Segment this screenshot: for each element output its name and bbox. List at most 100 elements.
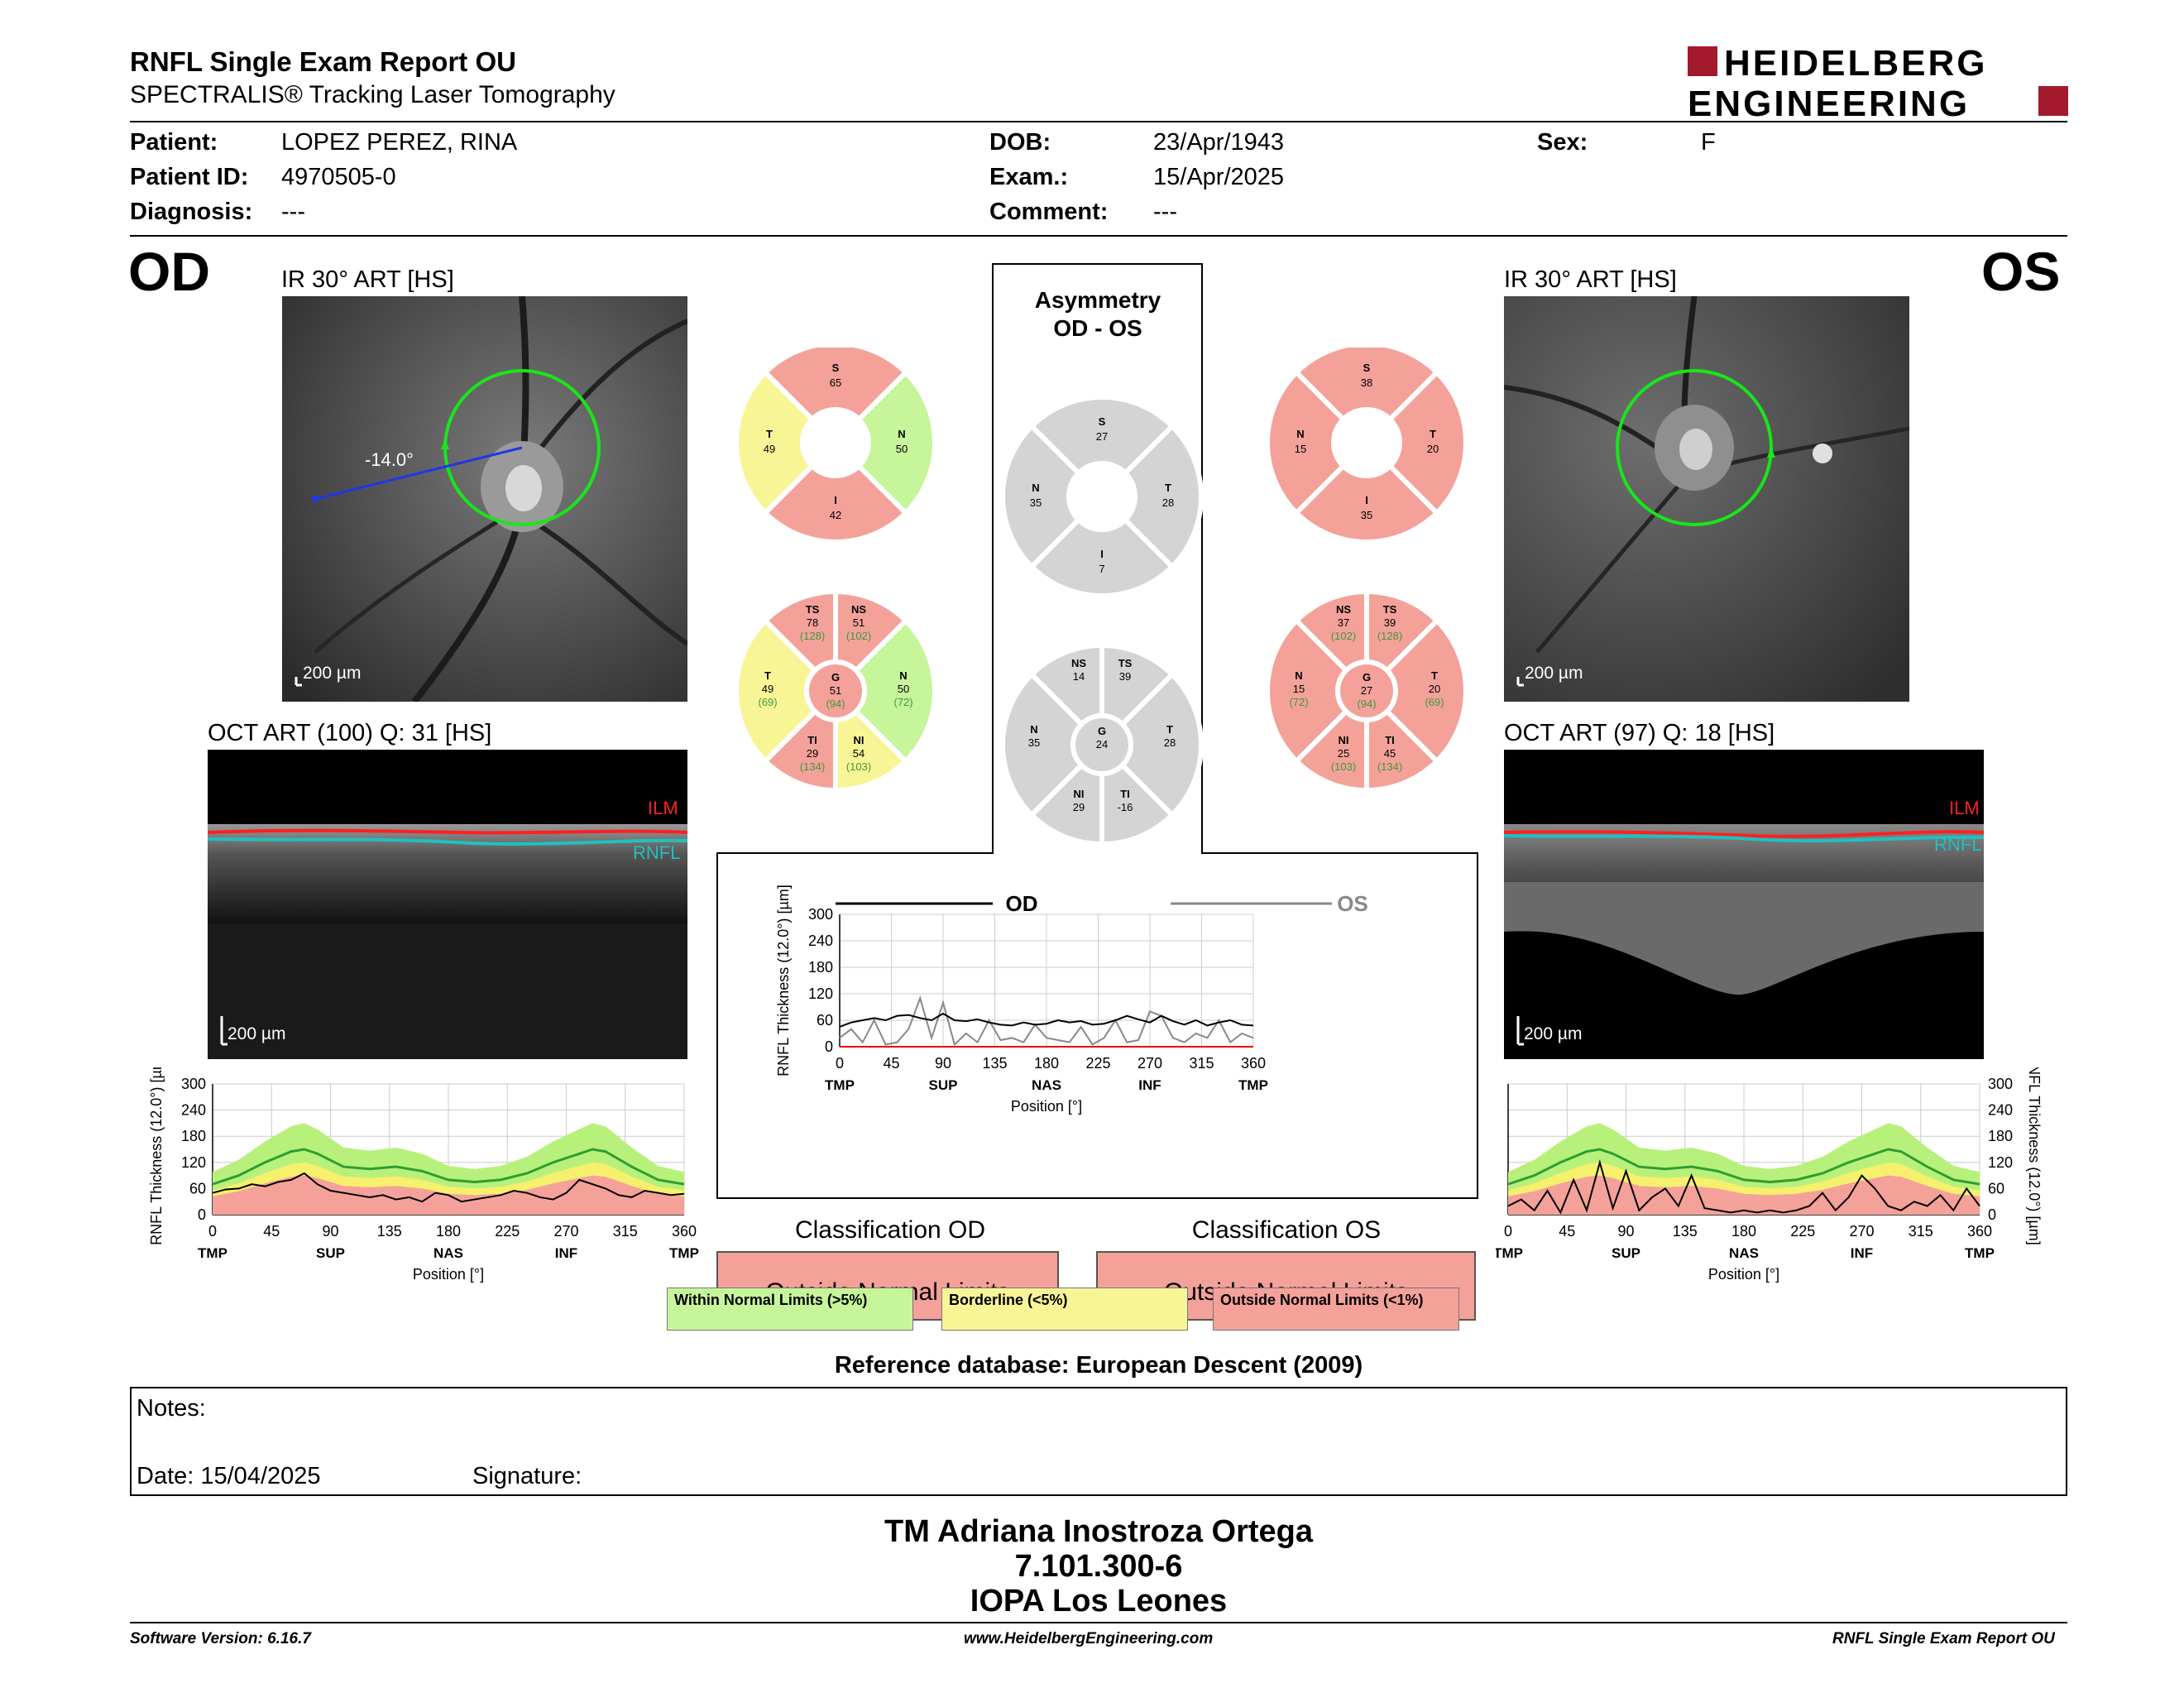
- od-series-line: [839, 1012, 1254, 1028]
- sector-value: 14: [1073, 670, 1085, 683]
- signer-name: TM Adriana Inostroza Ortega: [884, 1514, 1313, 1549]
- asym-sector-circle-sector-g: [1075, 718, 1128, 771]
- y-tick-label: 300: [808, 906, 833, 923]
- header-divider: [130, 121, 2067, 122]
- patient-label: Patient:: [130, 129, 218, 156]
- y-axis-label: RNFL Thickness (12.0°) [µm]: [148, 1067, 165, 1245]
- patient-name: LOPEZ PEREZ, RINA: [281, 129, 518, 156]
- legend-od-label: OD: [1006, 891, 1038, 916]
- od-fundus-image: -14.0° 200 µm: [282, 296, 687, 702]
- os-series-line: [839, 995, 1254, 1047]
- outside-band: [1508, 1175, 1980, 1215]
- x-sub-label: TMP: [1238, 1077, 1268, 1093]
- sector-value: -16: [1118, 801, 1133, 813]
- od-quadrant-circle-sector-i: [761, 463, 910, 544]
- signer-block: TM Adriana Inostroza Ortega 7.101.300-6 …: [130, 1514, 2067, 1618]
- logo-line1: HEIDELBERG: [1724, 45, 1987, 84]
- footer-website[interactable]: www.HeidelbergEngineering.com: [964, 1630, 1214, 1647]
- y-tick-label: 60: [189, 1180, 206, 1196]
- od-sector-circle-sector-n: [852, 616, 937, 765]
- sector-value: 35: [1361, 509, 1372, 521]
- y-tick-label: 240: [1988, 1102, 2013, 1119]
- exam-label: Exam.:: [989, 164, 1069, 190]
- asym-sector-circle-sector-ts: [1099, 642, 1176, 728]
- sector-label: T: [1431, 669, 1438, 682]
- asym-sector-circle-sector-n: [1000, 670, 1085, 819]
- sector-label: T: [766, 428, 773, 440]
- os-eye-label: OS: [1981, 241, 2061, 302]
- asym-sector-circle-sector-t: [1118, 670, 1204, 819]
- os-rnfl-label: RNFL: [1934, 834, 1981, 855]
- asymmetry-chart: 0 60 120 180 240 300 0 45 90 135 180 225 270 315 360 TM…: [775, 885, 1368, 1115]
- sector-value: 54: [853, 747, 864, 760]
- os-sector-circle-sector-g: [1340, 664, 1393, 717]
- sector-value: 35: [1028, 736, 1040, 749]
- sector-label: I: [834, 494, 837, 506]
- x-tick-label: 270: [1849, 1223, 1874, 1240]
- os-sector-circle-sector-n: [1265, 616, 1350, 765]
- x-tick-label: 135: [1673, 1223, 1698, 1240]
- od-sector-circle: TS78(128)NS51(102)T49(69)N50(72)TI29(134…: [734, 588, 937, 794]
- sector-value: 78: [807, 616, 818, 629]
- x-tick-label: 0: [1504, 1223, 1512, 1240]
- footer-software-version: Software Version: 6.16.7: [130, 1630, 311, 1647]
- sector-label: G: [1363, 671, 1371, 683]
- legend-within-normal: Within Normal Limits (>5%): [667, 1288, 913, 1331]
- od-sector-circle-sector-g: [809, 664, 862, 717]
- x-tick-label: 315: [1189, 1055, 1214, 1072]
- x-tick-label: 90: [322, 1223, 338, 1240]
- x-sub-label: NAS: [433, 1245, 463, 1261]
- x-tick-label: 135: [377, 1223, 402, 1240]
- legend-os-label: OS: [1337, 891, 1368, 916]
- os-oct-caption: OCT ART (97) Q: 18 [HS]: [1504, 720, 1775, 746]
- x-tick-label: 180: [436, 1223, 461, 1240]
- x-tick-label: 90: [935, 1055, 951, 1072]
- sector-normal: (128): [1377, 630, 1402, 642]
- sector-label: N: [1032, 482, 1039, 494]
- asym-quadrant-circle: S 27 I 7 N 35 T 28: [1000, 395, 1204, 598]
- od-quadrant-circle-sector-t: [734, 368, 816, 517]
- x-tick-label: 315: [613, 1223, 638, 1240]
- sector-value: 20: [1429, 683, 1440, 695]
- x-sub-label: TMP: [1496, 1245, 1523, 1261]
- sector-label: NI: [854, 734, 864, 746]
- sector-normal: (72): [893, 696, 912, 708]
- x-tick-label: 90: [1617, 1223, 1634, 1240]
- sector-value: 65: [830, 376, 841, 389]
- sector-label: TS: [1118, 657, 1133, 669]
- sector-value: 42: [830, 509, 841, 521]
- y-tick-label: 120: [181, 1154, 206, 1171]
- sector-normal: (134): [800, 760, 825, 773]
- report-title: RNFL Single Exam Report OU: [130, 46, 516, 77]
- os-oct-scale: 200 µm: [1524, 1024, 1582, 1043]
- od-quadrant-circle: S 65 I 42 T 49 N 50: [734, 348, 937, 544]
- od-ilm-label: ILM: [648, 798, 678, 818]
- sector-value: 29: [1073, 801, 1085, 813]
- normal-mean-line: [1507, 1148, 1980, 1186]
- x-sub-label: SUP: [1612, 1245, 1640, 1261]
- x-sub-label: NAS: [1729, 1245, 1759, 1261]
- x-axis-label: Position [°]: [1011, 1098, 1082, 1115]
- sector-value: 24: [1096, 738, 1108, 750]
- y-tick-label: 240: [181, 1102, 206, 1119]
- x-sub-label: INF: [555, 1245, 577, 1261]
- legend-outside-normal: Outside Normal Limits (<1%): [1213, 1288, 1459, 1331]
- sector-label: TS: [1383, 603, 1397, 616]
- sector-normal: (69): [1425, 696, 1444, 708]
- sector-value: 27: [1096, 430, 1108, 443]
- x-tick-label: 360: [672, 1223, 697, 1240]
- x-tick-label: 315: [1909, 1223, 1933, 1240]
- sector-label: T: [1166, 723, 1173, 736]
- sector-label: S: [1363, 362, 1371, 374]
- os-ilm-label: ILM: [1949, 798, 1980, 818]
- x-tick-label: 360: [1967, 1223, 1992, 1240]
- x-tick-label: 45: [263, 1223, 280, 1240]
- sex-value: F: [1701, 129, 1716, 156]
- report-subtitle: SPECTRALIS® Tracking Laser Tomography: [130, 81, 615, 108]
- sector-label: NI: [1339, 734, 1349, 746]
- asym-quadrant-circle-sector-s: [1027, 395, 1176, 477]
- os-oct-bscan: ILM RNFL 200 µm: [1504, 750, 1984, 1059]
- x-tick-label: 225: [495, 1223, 520, 1240]
- y-tick-label: 180: [808, 959, 833, 976]
